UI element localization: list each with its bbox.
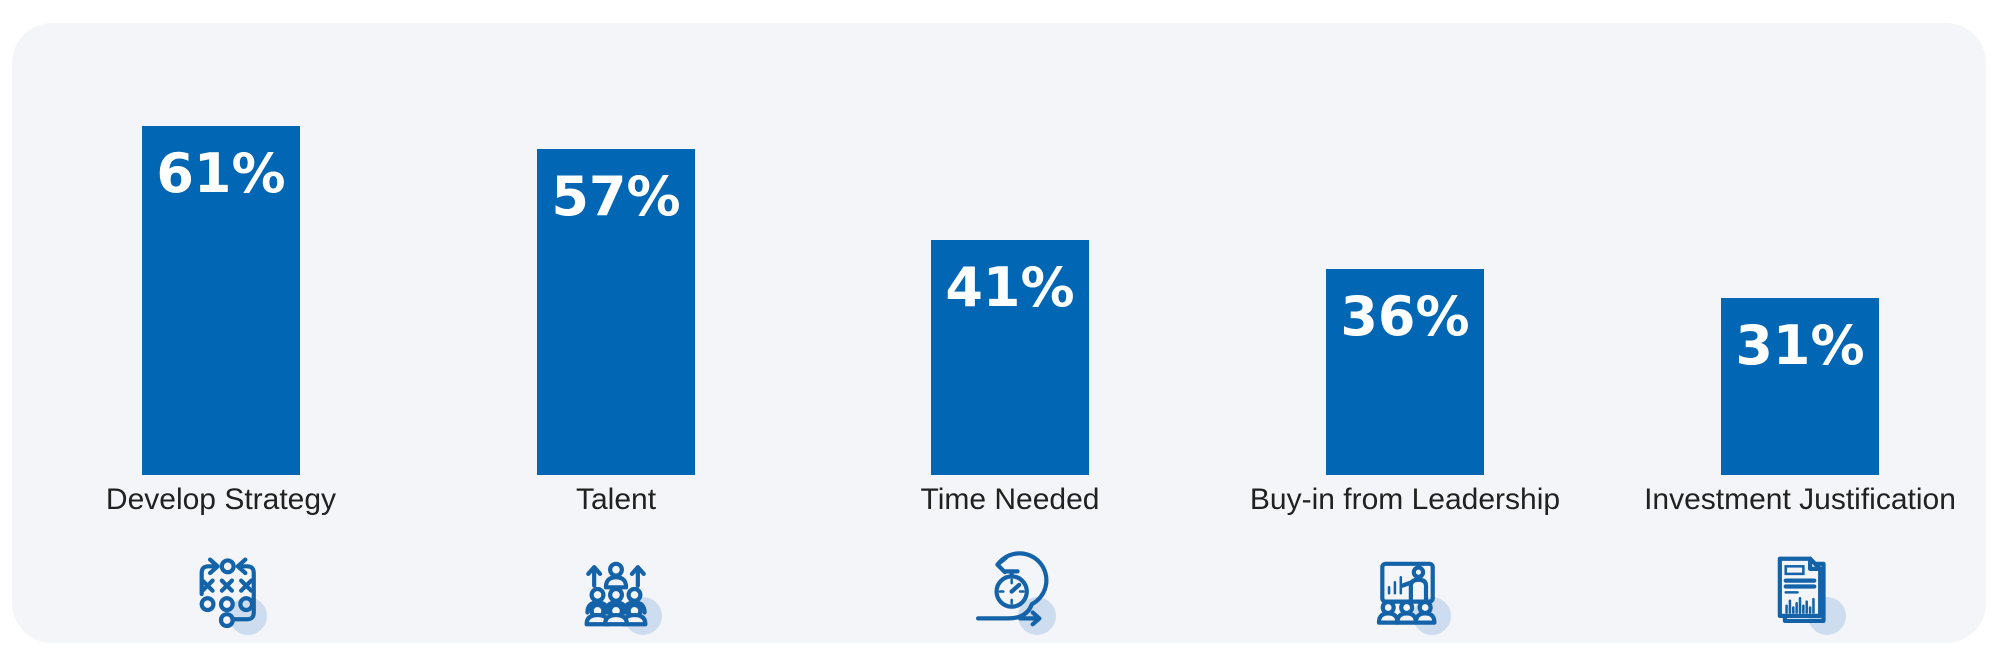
- bar-value-label: 36%: [1340, 285, 1470, 348]
- talent-growth-icon-glyph: [584, 561, 648, 627]
- time-cycle-icon-glyph: [975, 551, 1049, 627]
- leadership-presentation-icon: [1357, 545, 1453, 637]
- category-label: Time Needed: [920, 483, 1100, 516]
- strategy-icon-glyph: [199, 557, 256, 629]
- bar-column-buy-in: 36% Buy-in from Leadership: [1195, 23, 1615, 655]
- bar-value-label: 41%: [945, 256, 1075, 319]
- bar-investment: 31%: [1721, 298, 1879, 475]
- time-cycle-icon: [962, 545, 1058, 637]
- bar-column-investment: 31% Investment Justification: [1590, 23, 2000, 655]
- bar-column-talent: 57% Talent: [406, 23, 826, 655]
- report-document-icon-glyph: [1777, 556, 1826, 624]
- chart-card: 61% Develop Strategy: [12, 23, 1986, 643]
- strategy-icon: [173, 545, 269, 637]
- category-label: Develop Strategy: [105, 483, 337, 516]
- talent-growth-icon: [568, 545, 664, 637]
- bar-develop-strategy: 61%: [142, 126, 300, 475]
- bar-value-label: 57%: [551, 165, 681, 228]
- report-document-icon: [1752, 545, 1848, 637]
- accent-circle: [229, 597, 267, 635]
- bar-value-label: 61%: [156, 142, 286, 205]
- category-label: Talent: [575, 483, 657, 516]
- bar-column-develop-strategy: 61% Develop Strategy: [11, 23, 431, 655]
- leadership-presentation-icon-glyph: [1376, 561, 1437, 625]
- category-label: Buy-in from Leadership: [1249, 483, 1561, 516]
- bar-time-needed: 41%: [931, 240, 1089, 475]
- bar-talent: 57%: [537, 149, 695, 475]
- bar-value-label: 31%: [1735, 314, 1865, 377]
- category-label: Investment Justification: [1644, 483, 1956, 516]
- bar-column-time-needed: 41% Time Needed: [800, 23, 1220, 655]
- bar-buy-in: 36%: [1326, 269, 1484, 475]
